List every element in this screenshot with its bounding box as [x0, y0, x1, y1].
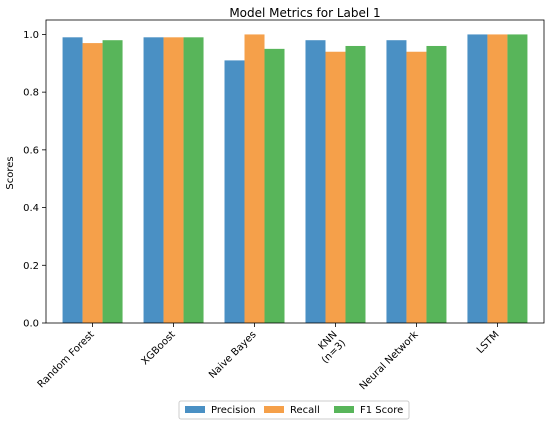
plot-frame [45, 19, 545, 324]
x-axis: Random Forest XGBoost Naive Bayes KNN(n=3) N… [36, 323, 502, 392]
legend-swatch-recall [264, 406, 284, 413]
bar-precision [467, 34, 488, 324]
legend-label: Recall [290, 405, 320, 416]
x-tick-label: XGBoost [140, 329, 178, 367]
bar-recall [163, 37, 184, 324]
y-tick-label: 1.0 [23, 30, 39, 41]
legend-label: F1 Score [360, 405, 403, 416]
bars-group [62, 34, 528, 324]
y-tick-label: 0.6 [23, 145, 39, 156]
chart-title: Model Metrics for Label 1 [229, 6, 380, 20]
bar-precision [305, 40, 326, 323]
bar-recall [487, 34, 508, 324]
y-tick-label: 0.4 [23, 203, 39, 214]
bar-precision [224, 60, 245, 324]
bar-precision [62, 37, 83, 324]
y-tick-label: 0.8 [23, 88, 39, 99]
bar-f1-score [264, 48, 285, 324]
legend-swatch-precision [185, 406, 205, 413]
x-tick-label: KNN(n=3) [311, 329, 348, 366]
bar-precision [386, 40, 407, 323]
x-tick-label: LSTM [475, 329, 502, 356]
y-tick-label: 0.0 [23, 319, 39, 330]
y-axis: 0.0 0.2 0.4 0.6 0.8 1.0 [23, 30, 46, 330]
x-tick-label: Naive Bayes [207, 329, 259, 381]
x-tick-label: Random Forest [36, 329, 97, 390]
x-tick-label: Neural Network [358, 329, 421, 392]
legend: Precision Recall F1 Score [178, 400, 410, 420]
bar-f1-score [183, 37, 204, 324]
y-tick-label: 0.2 [23, 261, 39, 272]
bar-recall [406, 51, 427, 324]
legend-box [178, 400, 410, 420]
bar-f1-score [426, 45, 447, 323]
legend-swatch-f1-score [334, 406, 354, 413]
y-axis-label: Scores [5, 156, 16, 189]
bar-f1-score [345, 45, 366, 323]
legend-label: Precision [211, 405, 256, 416]
bar-f1-score [507, 34, 528, 324]
bar-recall [325, 51, 346, 324]
bar-recall [82, 43, 103, 324]
bar-precision [143, 37, 164, 324]
bar-f1-score [102, 40, 123, 323]
bar-recall [244, 34, 265, 324]
